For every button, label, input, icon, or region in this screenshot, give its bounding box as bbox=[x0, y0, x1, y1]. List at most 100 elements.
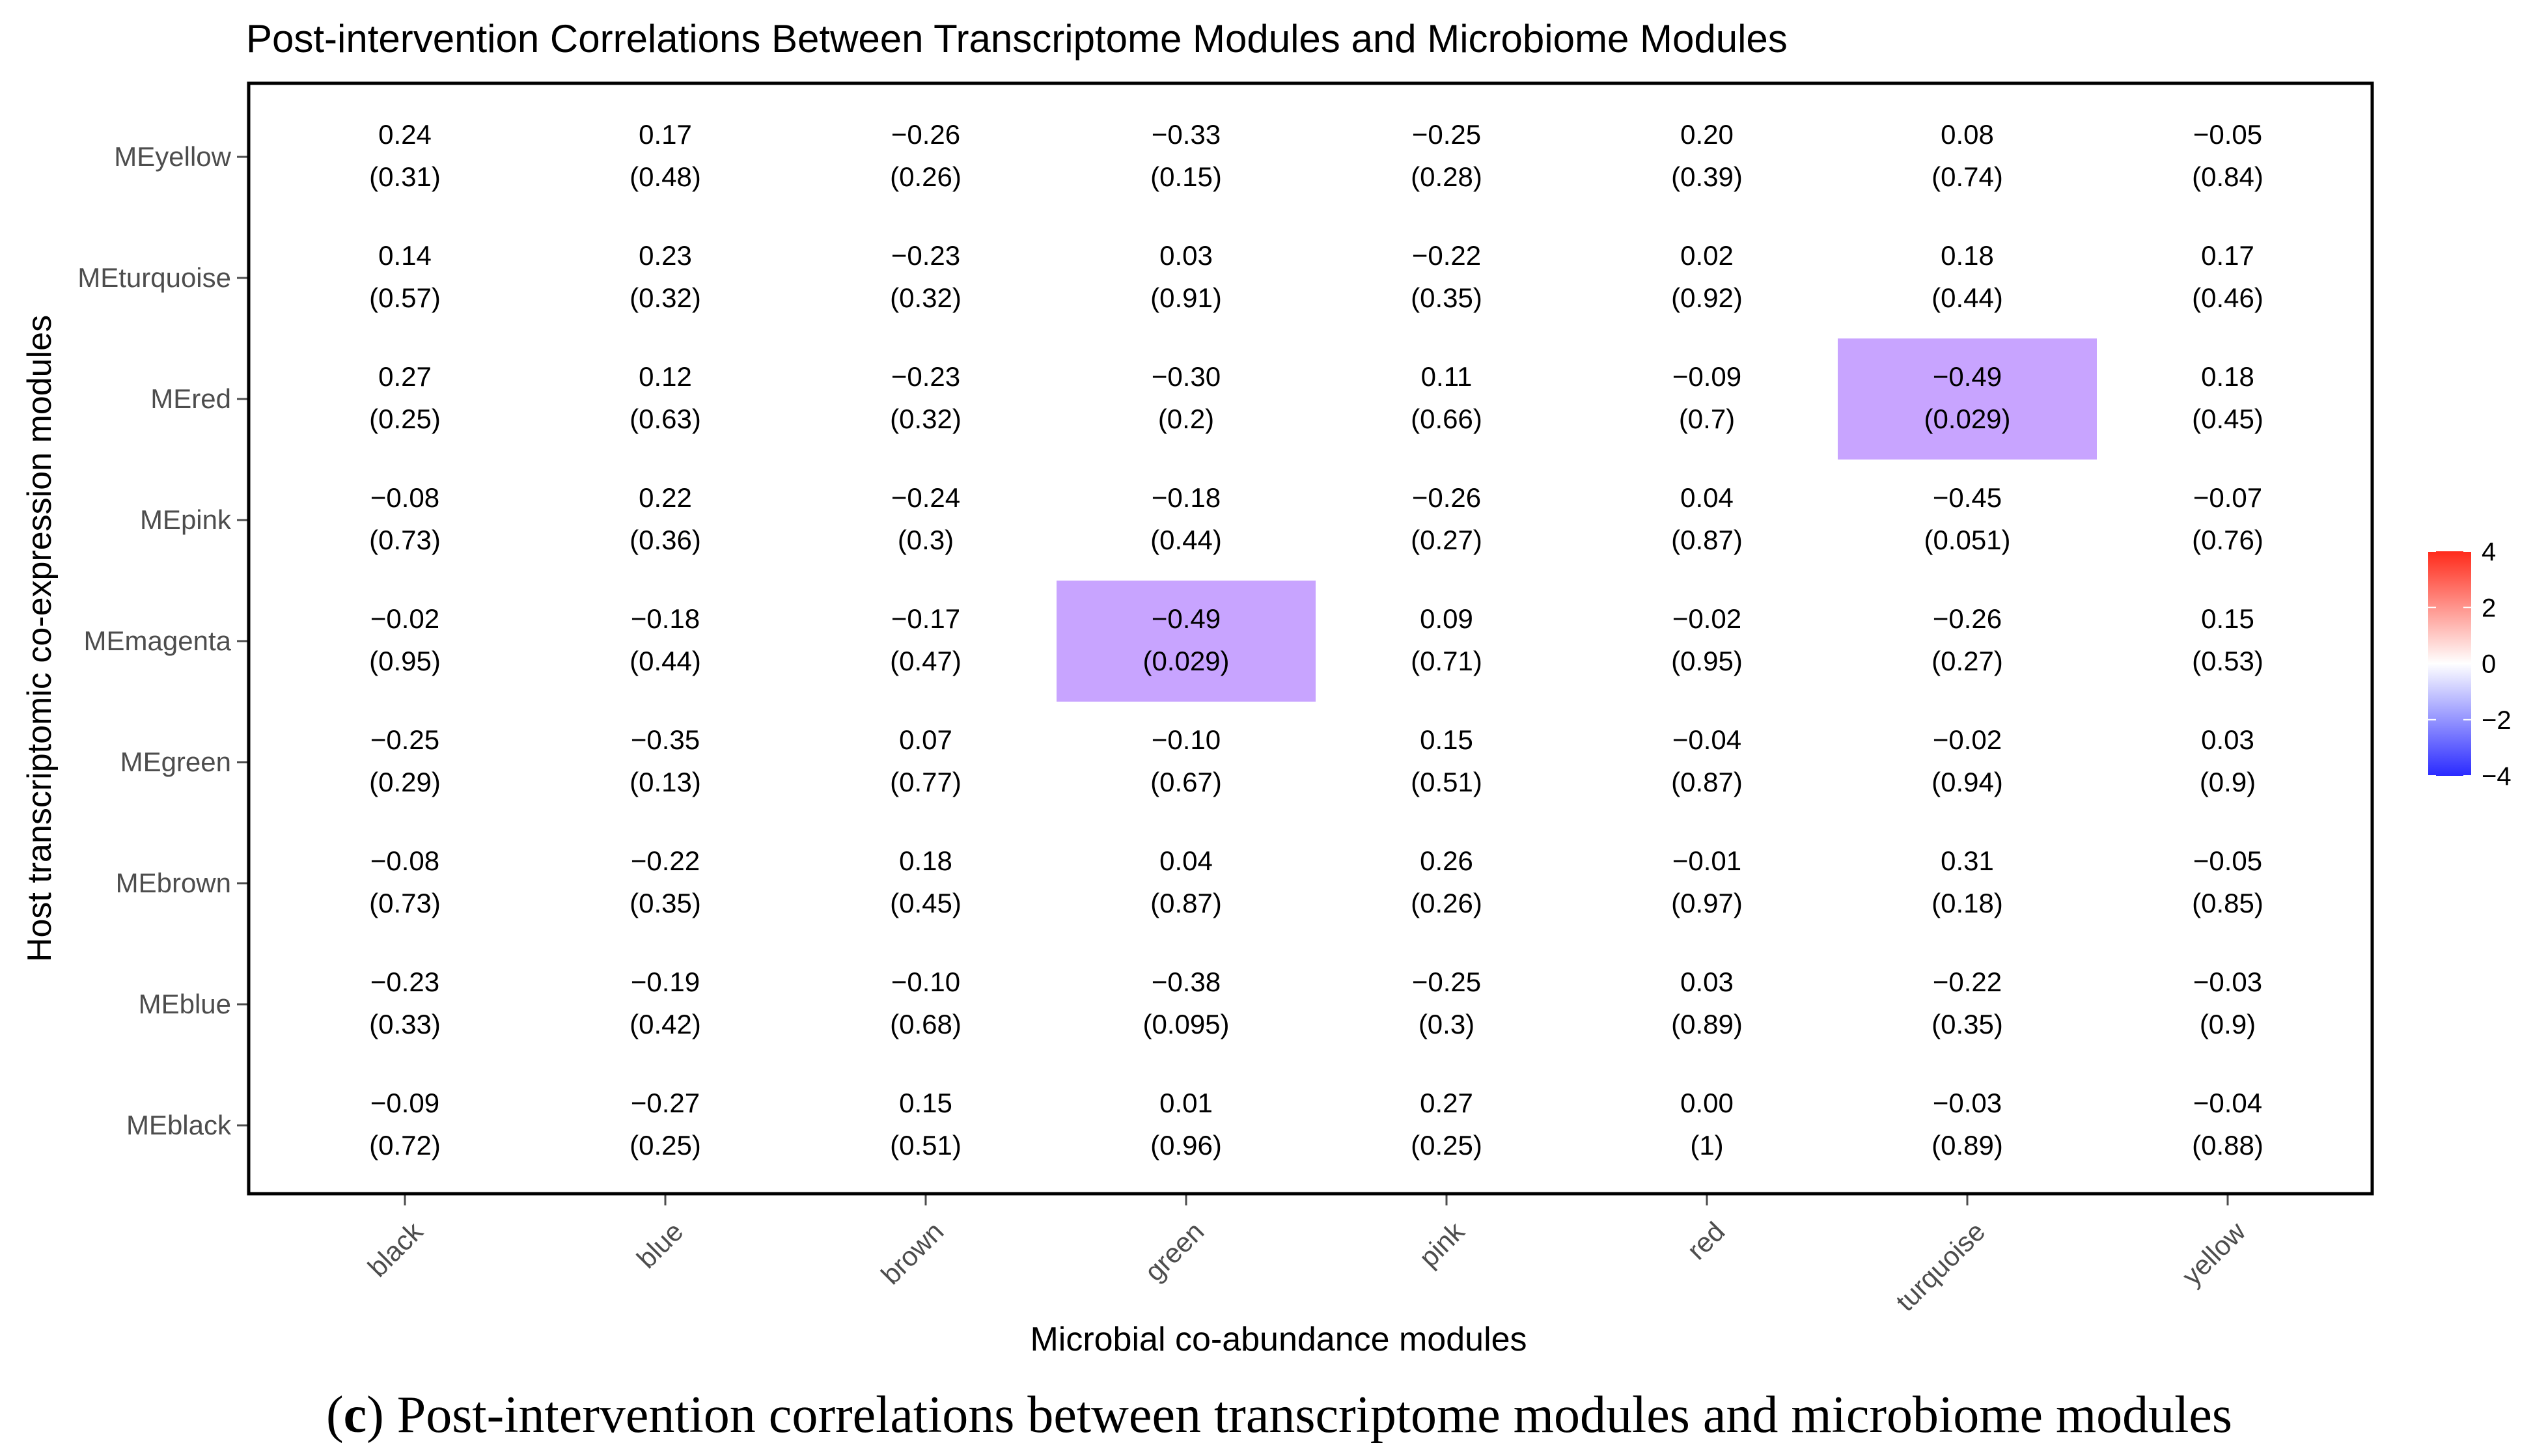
caption-text: Post-intervention correlations between t… bbox=[397, 1386, 2232, 1444]
cell-p-value: (0.35) bbox=[1931, 1009, 2003, 1039]
cell-correlation: −0.18 bbox=[1152, 482, 1221, 513]
x-tick-label: red bbox=[1681, 1216, 1730, 1265]
cell-p-value: (0.95) bbox=[369, 646, 441, 676]
cell-p-value: (0.44) bbox=[1150, 525, 1222, 555]
cell-correlation: 0.27 bbox=[1420, 1088, 1473, 1118]
cell-correlation: −0.02 bbox=[1672, 603, 1741, 634]
x-tick-label: blue bbox=[631, 1216, 689, 1274]
cell-p-value: (0.7) bbox=[1679, 404, 1735, 434]
cell-correlation: −0.25 bbox=[370, 724, 439, 755]
cell-p-value: (0.27) bbox=[1931, 646, 2003, 676]
cell-p-value: (0.74) bbox=[1931, 161, 2003, 192]
x-tick-label: brown bbox=[875, 1216, 949, 1290]
cell-correlation: 0.08 bbox=[1941, 119, 1994, 150]
cell-p-value: (0.53) bbox=[2192, 646, 2263, 676]
cell-p-value: (0.51) bbox=[1411, 767, 1482, 797]
cell-p-value: (0.26) bbox=[890, 161, 962, 192]
highlight-cell bbox=[1838, 338, 2097, 460]
cell-p-value: (0.57) bbox=[369, 282, 441, 313]
cell-p-value: (0.32) bbox=[630, 282, 701, 313]
cell-correlation: −0.07 bbox=[2193, 482, 2262, 513]
cell-correlation: 0.23 bbox=[639, 240, 692, 271]
highlight-cell bbox=[1057, 581, 1316, 702]
cell-correlation: 0.15 bbox=[2201, 603, 2254, 634]
cell-correlation: 0.12 bbox=[639, 361, 692, 392]
cell-correlation: 0.26 bbox=[1420, 845, 1473, 876]
cell-correlation: −0.10 bbox=[891, 967, 960, 997]
cell-p-value: (0.2) bbox=[1158, 404, 1214, 434]
cell-p-value: (0.96) bbox=[1150, 1130, 1222, 1161]
cell-correlation: 0.18 bbox=[899, 845, 952, 876]
cell-correlation: 0.17 bbox=[2201, 240, 2254, 271]
cell-p-value: (0.18) bbox=[1931, 888, 2003, 918]
cell-correlation: −0.03 bbox=[2193, 967, 2262, 997]
cell-correlation: 0.09 bbox=[1420, 603, 1473, 634]
caption-label: c bbox=[344, 1386, 367, 1444]
x-tick-label: yellow bbox=[2176, 1216, 2252, 1291]
cell-correlation: −0.08 bbox=[370, 845, 439, 876]
cell-correlation: −0.18 bbox=[631, 603, 700, 634]
cell-correlation: −0.24 bbox=[891, 482, 960, 513]
cell-correlation: −0.38 bbox=[1152, 967, 1221, 997]
cell-p-value: (0.32) bbox=[890, 404, 962, 434]
cell-p-value: (0.46) bbox=[2192, 282, 2263, 313]
cell-correlation: −0.05 bbox=[2193, 845, 2262, 876]
legend-tick-label: 0 bbox=[2482, 650, 2496, 679]
cell-correlation: 0.17 bbox=[639, 119, 692, 150]
y-tick-label: MEgreen bbox=[120, 747, 231, 777]
cell-correlation: 0.07 bbox=[899, 724, 952, 755]
cell-p-value: (0.44) bbox=[1931, 282, 2003, 313]
cell-p-value: (0.88) bbox=[2192, 1130, 2263, 1161]
cell-p-value: (0.39) bbox=[1671, 161, 1743, 192]
y-tick-label: MEblack bbox=[126, 1110, 232, 1140]
cell-correlation: −0.25 bbox=[1412, 967, 1481, 997]
cell-correlation: −0.04 bbox=[1672, 724, 1741, 755]
y-axis-label: Host transcriptomic co-expression module… bbox=[21, 315, 59, 962]
cell-correlation: −0.35 bbox=[631, 724, 700, 755]
cell-p-value: (0.33) bbox=[369, 1009, 441, 1039]
cell-p-value: (0.77) bbox=[890, 767, 962, 797]
cell-p-value: (0.72) bbox=[369, 1130, 441, 1161]
cell-p-value: (0.26) bbox=[1411, 888, 1482, 918]
y-tick-label: MEpink bbox=[140, 504, 232, 535]
cell-correlation: 0.31 bbox=[1941, 845, 1994, 876]
figure-caption: (c) Post-intervention correlations betwe… bbox=[326, 1386, 2232, 1444]
legend-tick-label: 4 bbox=[2482, 538, 2496, 566]
y-axis-ticks: MEyellow MEturquoise MEred MEpink MEmagenta M… bbox=[77, 141, 249, 1140]
x-axis-label: Microbial co-abundance modules bbox=[1030, 1321, 1527, 1358]
cell-p-value: (0.85) bbox=[2192, 888, 2263, 918]
cell-p-value: (0.9) bbox=[2200, 1009, 2256, 1039]
cell-p-value: (0.44) bbox=[630, 646, 701, 676]
cell-p-value: (0.27) bbox=[1411, 525, 1482, 555]
cell-p-value: (0.13) bbox=[630, 767, 701, 797]
cell-p-value: (0.45) bbox=[2192, 404, 2263, 434]
plot-border bbox=[247, 81, 2374, 1196]
cell-p-value: (0.76) bbox=[2192, 525, 2263, 555]
cell-correlation: −0.49 bbox=[1152, 603, 1221, 634]
cell-p-value: (0.51) bbox=[890, 1130, 962, 1161]
cell-correlation: 0.04 bbox=[1159, 845, 1213, 876]
y-tick-label: MEblue bbox=[139, 989, 231, 1019]
cell-p-value: (0.94) bbox=[1931, 767, 2003, 797]
cell-correlation: −0.04 bbox=[2193, 1088, 2262, 1118]
x-tick-label: turquoise bbox=[1890, 1216, 1991, 1317]
y-tick-label: MEturquoise bbox=[77, 262, 231, 293]
cell-correlation: 0.15 bbox=[1420, 724, 1473, 755]
cell-correlation: −0.23 bbox=[891, 240, 960, 271]
x-tick-label: green bbox=[1139, 1216, 1210, 1287]
cell-p-value: (0.9) bbox=[2200, 767, 2256, 797]
cell-correlation: −0.26 bbox=[891, 119, 960, 150]
cell-p-value: (0.25) bbox=[369, 404, 441, 434]
cell-p-value: (0.67) bbox=[1150, 767, 1222, 797]
cell-p-value: (0.89) bbox=[1931, 1130, 2003, 1161]
cell-p-value: (0.95) bbox=[1671, 646, 1743, 676]
cell-labels: 0.24 (0.31) 0.17 (0.48) −0.26 (0.26) −0.33 (0.1… bbox=[369, 119, 2263, 1161]
cell-p-value: (0.25) bbox=[1411, 1130, 1482, 1161]
cell-correlation: −0.25 bbox=[1412, 119, 1481, 150]
cell-p-value: (0.84) bbox=[2192, 161, 2263, 192]
cell-correlation: 0.15 bbox=[899, 1088, 952, 1118]
cell-correlation: 0.20 bbox=[1680, 119, 1734, 150]
cell-correlation: −0.22 bbox=[631, 845, 700, 876]
cell-p-value: (0.66) bbox=[1411, 404, 1482, 434]
chart-title: Post-intervention Correlations Between T… bbox=[246, 17, 1788, 61]
